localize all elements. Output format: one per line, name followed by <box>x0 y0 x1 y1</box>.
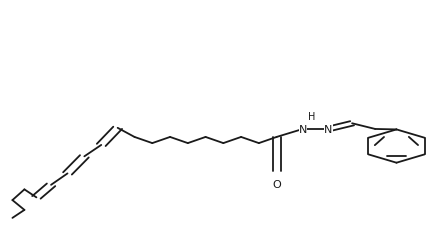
Text: H: H <box>308 111 315 121</box>
Text: O: O <box>272 179 281 189</box>
Text: N: N <box>325 124 333 134</box>
Text: N: N <box>299 124 307 134</box>
